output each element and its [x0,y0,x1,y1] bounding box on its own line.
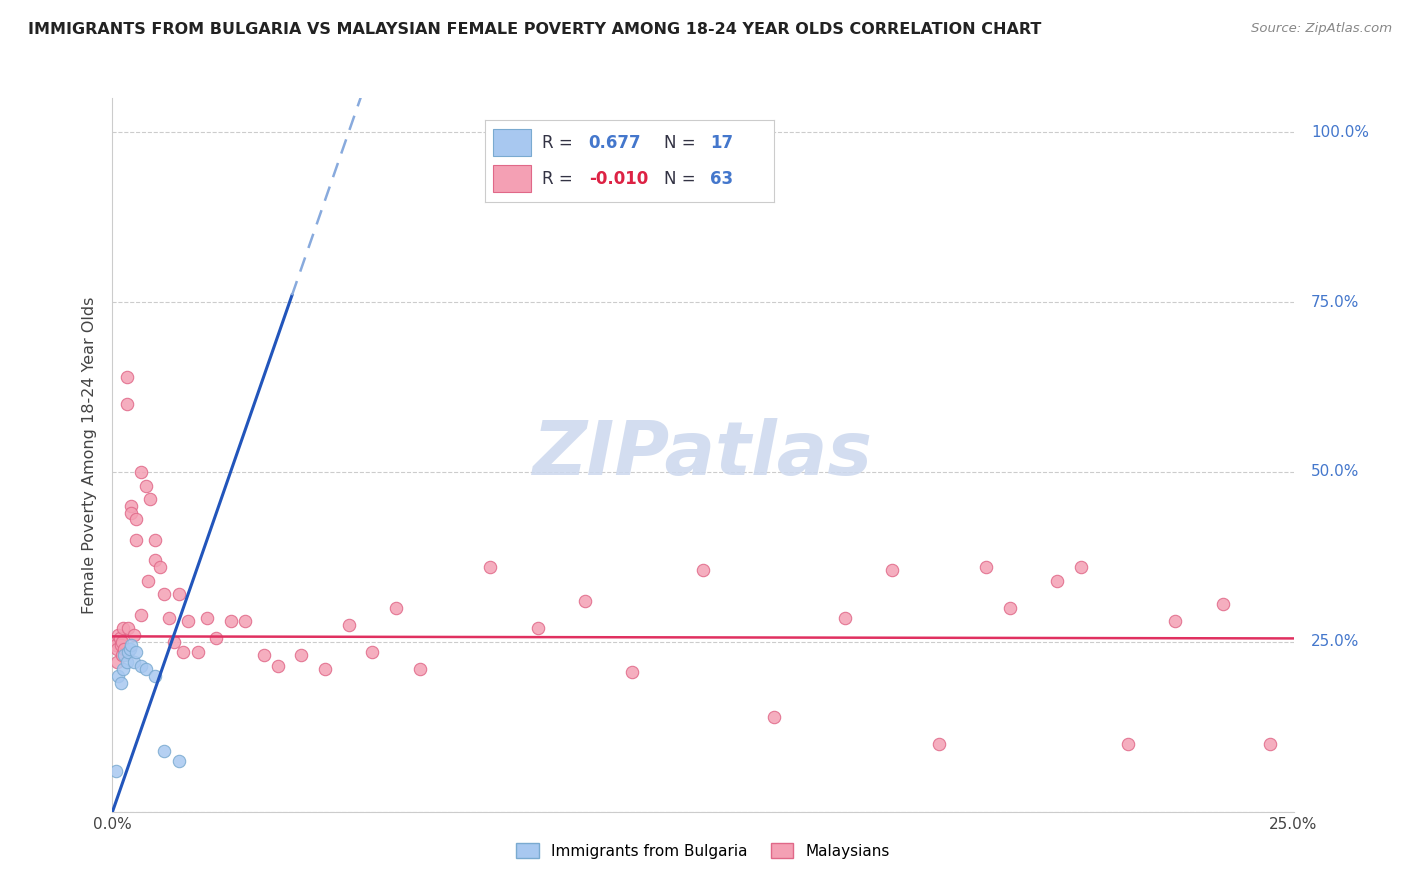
Point [129,658,152,673]
Point [621,665,644,680]
Point [105,655,128,669]
Point [167,754,190,768]
Point [153,743,176,757]
Point [107,628,129,642]
Point [122,628,145,642]
Text: Source: ZipAtlas.com: Source: ZipAtlas.com [1251,22,1392,36]
Point [186,645,208,659]
Point [976,560,998,574]
Point [1164,615,1187,629]
Text: IMMIGRANTS FROM BULGARIA VS MALAYSIAN FEMALE POVERTY AMONG 18-24 YEAR OLDS CORRE: IMMIGRANTS FROM BULGARIA VS MALAYSIAN FE… [28,22,1042,37]
Point [692,564,714,578]
Point [104,635,127,649]
Point [110,675,132,690]
Text: 63: 63 [710,169,734,187]
Point [408,662,430,676]
Point [105,641,128,656]
Text: R =: R = [543,169,574,187]
Point [110,638,132,652]
Point [105,764,128,778]
Text: 100.0%: 100.0% [1312,125,1369,140]
Point [107,669,129,683]
Text: N =: N = [664,134,696,152]
Point [195,611,218,625]
Point [117,621,139,635]
Point [574,594,596,608]
Point [385,600,408,615]
Point [120,641,142,656]
Text: R =: R = [543,134,574,152]
Point [135,478,157,492]
Point [111,662,134,676]
Point [135,662,157,676]
Point [479,560,502,574]
Point [129,465,152,479]
Point [233,615,256,629]
Point [111,635,134,649]
Point [880,564,903,578]
Point [253,648,276,663]
Text: 25.0%: 25.0% [1312,634,1360,649]
Point [108,632,131,646]
Text: -0.010: -0.010 [589,169,648,187]
Point [120,499,142,513]
Point [361,645,384,659]
Y-axis label: Female Poverty Among 18-24 Year Olds: Female Poverty Among 18-24 Year Olds [82,296,97,614]
Point [115,369,138,384]
Text: 75.0%: 75.0% [1312,294,1360,310]
Point [153,587,176,601]
Point [290,648,312,663]
Bar [494,129,531,155]
Point [117,645,139,659]
Point [149,560,172,574]
Point [105,638,128,652]
Point [177,615,200,629]
Point [574,125,596,139]
Text: ZIPatlas: ZIPatlas [533,418,873,491]
Point [111,621,134,635]
Point [129,607,152,622]
Point [157,611,180,625]
Point [125,512,148,526]
Text: N =: N = [664,169,696,187]
Point [928,737,950,751]
Point [1116,737,1139,751]
Point [125,645,148,659]
Point [139,492,162,507]
Point [115,397,138,411]
Point [1258,737,1281,751]
Point [337,617,360,632]
Point [1070,560,1092,574]
Text: 0.677: 0.677 [589,134,641,152]
Point [115,655,138,669]
Point [120,638,142,652]
Point [136,574,159,588]
Text: 50.0%: 50.0% [1312,465,1360,479]
Point [167,587,190,601]
Point [1212,598,1234,612]
Point [526,621,548,635]
Point [1046,574,1069,588]
Point [143,533,166,547]
Point [163,635,186,649]
Point [122,655,145,669]
Point [111,648,134,663]
Bar [494,166,531,192]
Point [143,669,166,683]
Point [125,533,148,547]
Legend: Immigrants from Bulgaria, Malaysians: Immigrants from Bulgaria, Malaysians [510,837,896,864]
Text: 17: 17 [710,134,734,152]
Point [172,645,194,659]
Point [267,658,290,673]
Point [205,632,228,646]
Point [762,709,785,723]
Point [314,662,336,676]
Point [143,553,166,567]
Point [112,648,135,663]
Point [834,611,856,625]
Point [120,506,142,520]
Point [998,600,1021,615]
Point [219,615,242,629]
Point [112,641,135,656]
